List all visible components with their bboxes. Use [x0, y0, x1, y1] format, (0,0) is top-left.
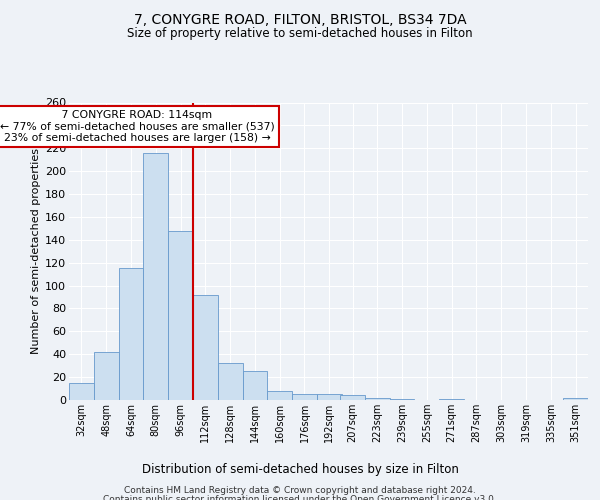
- Bar: [143, 153, 168, 400]
- Bar: [242, 372, 268, 400]
- Bar: [94, 352, 119, 400]
- Text: Contains HM Land Registry data © Crown copyright and database right 2024.: Contains HM Land Registry data © Crown c…: [124, 486, 476, 495]
- Bar: [389, 399, 415, 400]
- Bar: [292, 394, 317, 400]
- Bar: [268, 391, 292, 400]
- Y-axis label: Number of semi-detached properties: Number of semi-detached properties: [31, 148, 41, 354]
- Bar: [563, 398, 588, 400]
- Bar: [365, 398, 389, 400]
- Bar: [168, 230, 193, 400]
- Text: 7, CONYGRE ROAD, FILTON, BRISTOL, BS34 7DA: 7, CONYGRE ROAD, FILTON, BRISTOL, BS34 7…: [134, 12, 466, 26]
- Bar: [69, 383, 94, 400]
- Text: Distribution of semi-detached houses by size in Filton: Distribution of semi-detached houses by …: [142, 462, 458, 475]
- Text: Size of property relative to semi-detached houses in Filton: Size of property relative to semi-detach…: [127, 28, 473, 40]
- Text: 7 CONYGRE ROAD: 114sqm   
← 77% of semi-detached houses are smaller (537)
23% of: 7 CONYGRE ROAD: 114sqm ← 77% of semi-det…: [0, 110, 275, 143]
- Bar: [439, 399, 464, 400]
- Bar: [218, 364, 242, 400]
- Bar: [193, 294, 218, 400]
- Bar: [317, 394, 341, 400]
- Bar: [340, 396, 365, 400]
- Text: Contains public sector information licensed under the Open Government Licence v3: Contains public sector information licen…: [103, 495, 497, 500]
- Bar: [119, 268, 143, 400]
